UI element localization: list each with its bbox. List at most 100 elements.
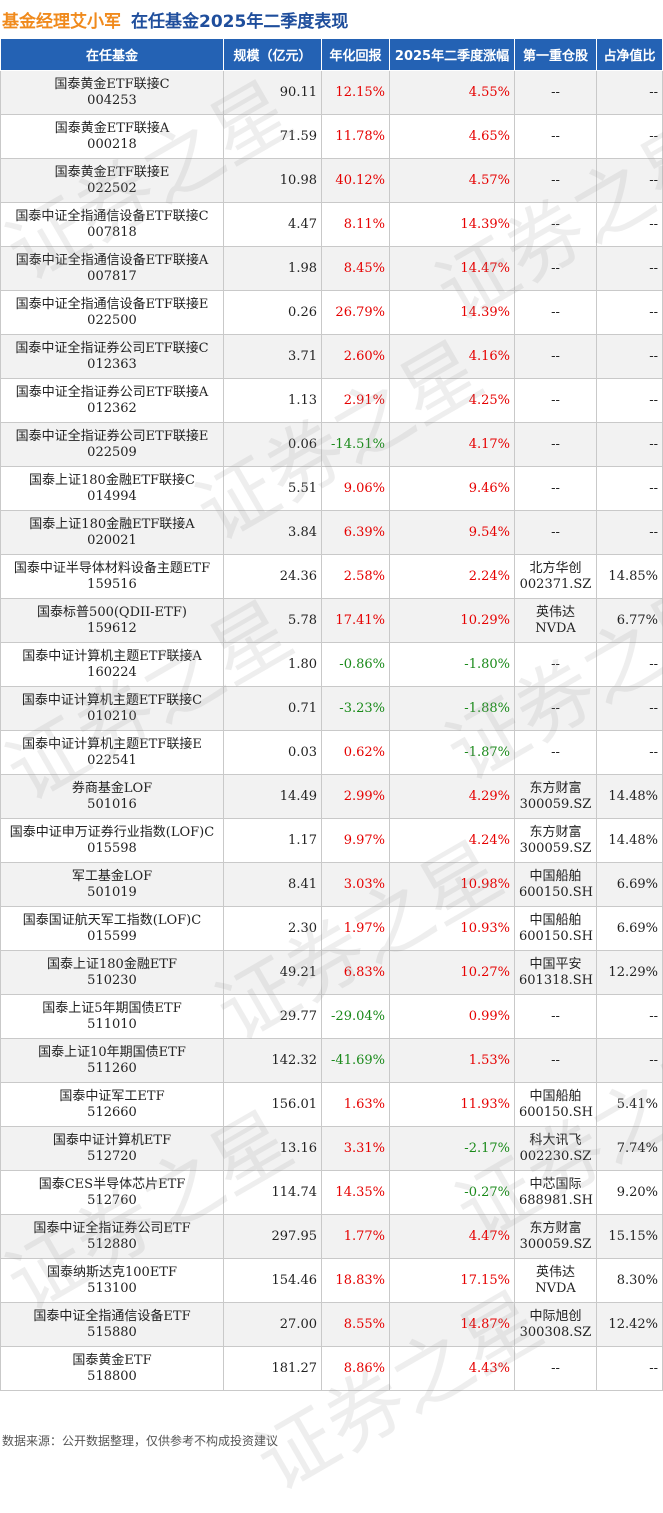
fund-size: 1.17 (223, 818, 322, 863)
fund-code: 512880 (87, 1236, 137, 1252)
column-header-size: 规模（亿元） (223, 38, 322, 71)
top-holding-cell: 中国船舶 600150.SH (514, 862, 597, 907)
table-row: 国泰国证航天军工指数(LOF)C 015599 2.30 1.97% 10.93% 中国船… (0, 906, 663, 951)
fund-size: 154.46 (223, 1258, 322, 1303)
holding-ratio: 6.69% (596, 862, 663, 907)
fund-name: 国泰中证全指证券公司ETF联接E (15, 428, 209, 444)
holding-ratio: 15.15% (596, 1214, 663, 1259)
holding-ratio: -- (596, 730, 663, 775)
fund-name-cell: 国泰CES半导体芯片ETF 512760 (0, 1170, 224, 1215)
annual-return: 17.41% (321, 598, 390, 643)
fund-code: 159516 (87, 576, 137, 592)
top-holding-cell: 中芯国际 688981.SH (514, 1170, 597, 1215)
fund-code: 022509 (87, 444, 137, 460)
fund-code: 022541 (87, 752, 137, 768)
fund-name-cell: 国泰纳斯达克100ETF 513100 (0, 1258, 224, 1303)
top-holding-code: NVDA (535, 1280, 576, 1296)
top-holding-name: 中国平安 (529, 956, 582, 972)
q2-change: 4.29% (389, 774, 515, 819)
fund-name-cell: 国泰上证180金融ETF 510230 (0, 950, 224, 995)
fund-size: 297.95 (223, 1214, 322, 1259)
top-holding-code: 300059.SZ (519, 1236, 592, 1252)
fund-name-cell: 国泰上证10年期国债ETF 511260 (0, 1038, 224, 1083)
annual-return: 8.45% (321, 246, 390, 291)
holding-ratio: -- (596, 246, 663, 291)
top-holding-cell: -- (514, 510, 597, 555)
fund-name-cell: 国泰中证计算机主题ETF联接C 010210 (0, 686, 224, 731)
fund-name: 国泰中证全指通信设备ETF联接C (15, 208, 209, 224)
holding-ratio: -- (596, 642, 663, 687)
table-row: 国泰上证180金融ETF联接C 014994 5.51 9.06% 9.46% -- -- (0, 466, 663, 511)
fund-name: 国泰中证计算机主题ETF联接C (21, 692, 203, 708)
top-holding-name: -- (551, 1008, 560, 1024)
fund-name: 国泰黄金ETF联接A (54, 120, 170, 136)
holding-ratio: -- (596, 158, 663, 203)
top-holding-name: 科大讯飞 (529, 1132, 582, 1148)
top-holding-name: -- (551, 480, 560, 496)
fund-code: 501016 (87, 796, 137, 812)
fund-name: 国泰中证计算机主题ETF联接A (22, 648, 202, 664)
annual-return: 3.31% (321, 1126, 390, 1171)
top-holding-code: 002230.SZ (519, 1148, 592, 1164)
holding-ratio: -- (596, 1346, 663, 1391)
column-header-top-holding: 第一重仓股 (514, 38, 597, 71)
fund-code: 007818 (87, 224, 137, 240)
fund-size: 142.32 (223, 1038, 322, 1083)
annual-return: 9.97% (321, 818, 390, 863)
fund-size: 3.84 (223, 510, 322, 555)
fund-size: 27.00 (223, 1302, 322, 1347)
fund-size: 14.49 (223, 774, 322, 819)
top-holding-name: -- (551, 700, 560, 716)
top-holding-cell: -- (514, 466, 597, 511)
top-holding-code: 300059.SZ (519, 796, 592, 812)
fund-code: 014994 (87, 488, 137, 504)
annual-return: 26.79% (321, 290, 390, 335)
fund-name: 国泰中证全指证券公司ETF联接C (15, 340, 209, 356)
top-holding-name: 中国船舶 (529, 912, 582, 928)
table-row: 国泰中证申万证券行业指数(LOF)C 015598 1.17 9.97% 4.24% 东方… (0, 818, 663, 863)
holding-ratio: 12.29% (596, 950, 663, 995)
holding-ratio: -- (596, 422, 663, 467)
fund-size: 0.06 (223, 422, 322, 467)
q2-change: 4.55% (389, 70, 515, 115)
fund-size: 3.71 (223, 334, 322, 379)
top-holding-cell: 中国平安 601318.SH (514, 950, 597, 995)
fund-name: 国泰中证计算机ETF (52, 1132, 172, 1148)
table-row: 国泰中证军工ETF 512660 156.01 1.63% 11.93% 中国船舶 6001… (0, 1082, 663, 1127)
fund-code: 512760 (87, 1192, 137, 1208)
fund-name-cell: 国泰中证半导体材料设备主题ETF 159516 (0, 554, 224, 599)
top-holding-cell: -- (514, 290, 597, 335)
holding-ratio: 8.30% (596, 1258, 663, 1303)
fund-name-cell: 国泰黄金ETF联接A 000218 (0, 114, 224, 159)
page-subtitle: 在任基金2025年二季度表现 (131, 11, 349, 32)
fund-code: 022502 (87, 180, 137, 196)
fund-name: 券商基金LOF (71, 780, 153, 796)
fund-size: 5.51 (223, 466, 322, 511)
q2-change: 11.93% (389, 1082, 515, 1127)
page-header: 基金经理艾小军 在任基金2025年二季度表现 (0, 0, 663, 38)
top-holding-cell: 中际旭创 300308.SZ (514, 1302, 597, 1347)
top-holding-name: 英伟达 (535, 1264, 575, 1280)
fund-name: 军工基金LOF (71, 868, 153, 884)
fund-name: 国泰CES半导体芯片ETF (38, 1176, 186, 1192)
holding-ratio: -- (596, 466, 663, 511)
top-holding-cell: -- (514, 158, 597, 203)
holding-ratio: 6.77% (596, 598, 663, 643)
top-holding-code: 600150.SH (519, 884, 594, 900)
holding-ratio: 7.74% (596, 1126, 663, 1171)
q2-change: 14.39% (389, 290, 515, 335)
table-row: 国泰中证全指通信设备ETF联接A 007817 1.98 8.45% 14.47% -- -… (0, 246, 663, 291)
fund-table: 在任基金 规模（亿元） 年化回报 2025年二季度涨幅 第一重仓股 占净值比 国… (0, 38, 663, 1391)
q2-change: 4.25% (389, 378, 515, 423)
fund-name-cell: 国泰上证5年期国债ETF 511010 (0, 994, 224, 1039)
fund-size: 114.74 (223, 1170, 322, 1215)
fund-name-cell: 国泰上证180金融ETF联接A 020021 (0, 510, 224, 555)
fund-name: 国泰中证申万证券行业指数(LOF)C (9, 824, 215, 840)
top-holding-cell: -- (514, 378, 597, 423)
annual-return: -14.51% (321, 422, 390, 467)
annual-return: 3.03% (321, 862, 390, 907)
top-holding-code: 688981.SH (519, 1192, 594, 1208)
q2-change: 9.54% (389, 510, 515, 555)
fund-name-cell: 国泰中证全指证券公司ETF联接A 012362 (0, 378, 224, 423)
top-holding-cell: -- (514, 70, 597, 115)
